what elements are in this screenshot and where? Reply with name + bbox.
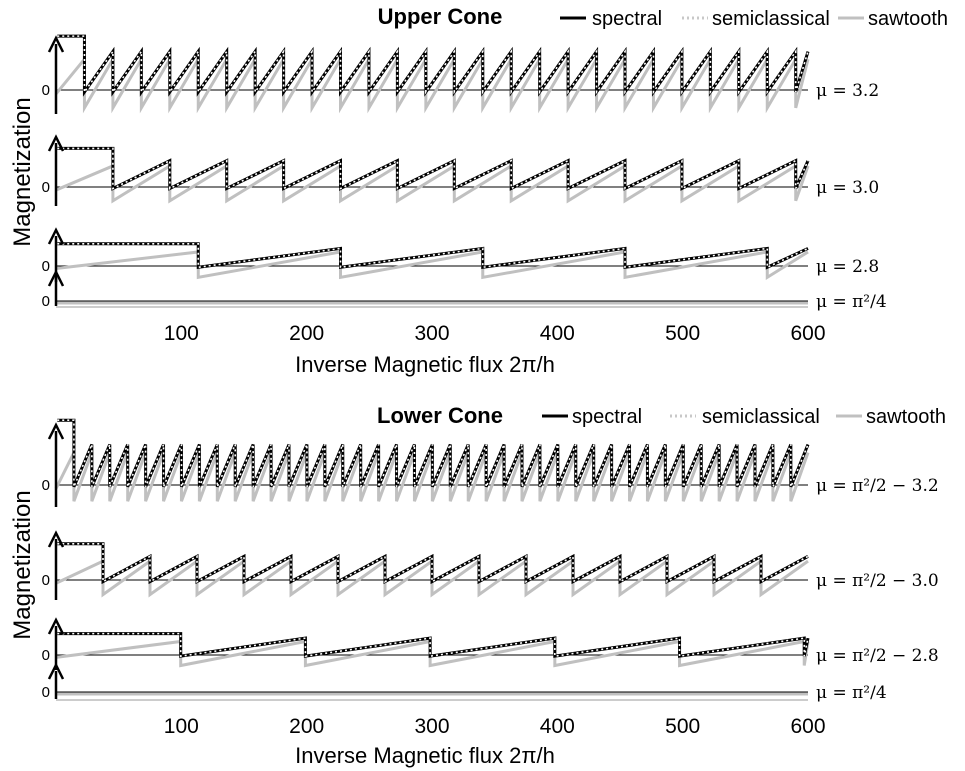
spectral-line	[57, 418, 810, 488]
y-axis-arrowhead	[47, 134, 65, 152]
y-axis-arrowhead	[47, 422, 65, 440]
trace-4: 0 μ = π²/4	[42, 269, 887, 312]
zero-tick-label: 0	[42, 82, 50, 99]
mu-label: μ = 3.0	[816, 178, 879, 198]
trace-4: 0 μ = π²/4	[42, 662, 887, 703]
x-tick-label: 200	[289, 322, 324, 345]
spectral-line	[57, 632, 810, 658]
legend-label-sawtooth: sawtooth	[868, 8, 948, 30]
spectral-line	[57, 146, 810, 191]
trace-3: 0 μ = 2.8	[42, 227, 879, 282]
traces: 0 μ = π²/2 − 3.2 0 μ = π²/2 − 3.0 0 μ = π²/2 …	[42, 418, 939, 703]
panel-title: Lower Cone	[377, 403, 503, 428]
trace-1: 0 μ = π²/2 − 3.2	[42, 418, 939, 507]
mu-label: μ = π²/2 − 3.2	[816, 476, 939, 496]
semiclassical-line	[57, 35, 809, 95]
y-axis-arrowhead	[47, 617, 65, 635]
y-axis-label: Magnetization	[9, 490, 36, 639]
x-tick-label: 100	[164, 322, 199, 345]
y-axis-arrowhead	[47, 662, 65, 680]
upper-cone-panel: Upper Cone spectral semiclassical sawtoo…	[9, 4, 948, 377]
trace-2: 0 μ = 3.0	[42, 134, 879, 206]
y-axis-arrowhead	[47, 227, 65, 245]
legend-label-semiclassical: semiclassical	[712, 8, 830, 30]
x-tick-labels: 100 200 300 400 500 600	[164, 322, 826, 345]
x-tick-label: 300	[414, 715, 449, 738]
x-axis-label: Inverse Magnetic flux 2π/h	[295, 743, 555, 768]
semiclassical-line	[57, 542, 809, 583]
mu-label: μ = π²/4	[816, 683, 887, 703]
lower-cone-panel: Lower Cone spectral semiclassical sawtoo…	[9, 403, 946, 768]
x-tick-label: 100	[164, 715, 199, 738]
sawtooth-line	[55, 639, 810, 668]
x-tick-label: 300	[414, 322, 449, 345]
x-tick-label: 500	[665, 322, 700, 345]
legend-label-spectral: spectral	[592, 8, 662, 30]
mu-label: μ = 2.8	[816, 257, 879, 277]
y-axis-arrowhead	[47, 530, 65, 548]
y-axis-label: Magnetization	[9, 97, 36, 246]
x-tick-label: 400	[540, 715, 575, 738]
semiclassical-line	[57, 632, 809, 658]
mu-label: μ = 3.2	[816, 81, 879, 101]
y-axis-arrowhead	[47, 35, 65, 53]
zero-tick-label: 0	[42, 477, 50, 494]
legend-label-sawtooth: sawtooth	[866, 406, 946, 428]
panel-title: Upper Cone	[378, 4, 503, 29]
zero-tick-label: 0	[42, 684, 50, 701]
sawtooth-line	[54, 53, 810, 114]
y-axis-arrowhead	[47, 269, 65, 287]
traces: 0 μ = 3.2 0 μ = 3.0 0 μ = 2.8 0 μ = π²/4	[42, 34, 887, 312]
mu-label: μ = π²/2 − 2.8	[816, 646, 939, 666]
legend-label-spectral: spectral	[572, 406, 642, 428]
zero-tick-label: 0	[42, 647, 50, 664]
x-tick-label: 600	[790, 715, 825, 738]
x-tick-labels: 100 200 300 400 500 600	[164, 715, 826, 738]
x-tick-label: 600	[790, 322, 825, 345]
trace-3: 0 μ = π²/2 − 2.8	[42, 617, 939, 670]
x-tick-label: 400	[540, 322, 575, 345]
x-tick-label: 200	[289, 715, 324, 738]
trace-2: 0 μ = π²/2 − 3.0	[42, 530, 939, 600]
zero-tick-label: 0	[42, 258, 50, 275]
trace-1: 0 μ = 3.2	[42, 34, 879, 114]
mu-label: μ = π²/2 − 3.0	[816, 571, 939, 591]
zero-tick-label: 0	[42, 293, 50, 310]
legend: spectral semiclassical sawtooth	[560, 8, 948, 30]
mu-label: μ = π²/4	[816, 292, 887, 312]
legend-label-semiclassical: semiclassical	[702, 406, 820, 428]
zero-tick-label: 0	[42, 179, 50, 196]
semiclassical-line	[57, 419, 809, 488]
zero-tick-label: 0	[42, 572, 50, 589]
x-tick-label: 500	[665, 715, 700, 738]
semiclassical-line	[57, 242, 809, 269]
legend: spectral semiclassical sawtooth	[542, 406, 946, 428]
x-axis-label: Inverse Magnetic flux 2π/h	[295, 352, 555, 377]
